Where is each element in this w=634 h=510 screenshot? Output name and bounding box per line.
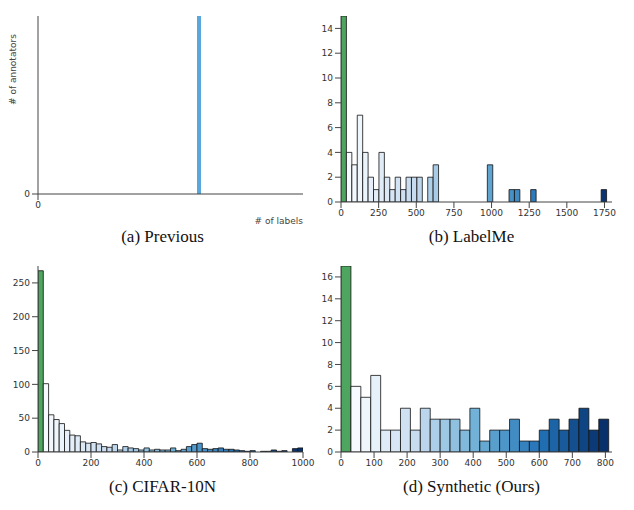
svg-text:8: 8 [327, 360, 333, 370]
html-text:(b) LabelMe: (b) LabelMe [428, 227, 515, 246]
svg-text:8: 8 [327, 98, 333, 108]
svg-text:100: 100 [13, 380, 30, 390]
svg-text:600: 600 [531, 458, 548, 468]
svg-text:1250: 1250 [518, 208, 541, 218]
svg-text:0: 0 [35, 200, 41, 210]
svg-text:6: 6 [327, 123, 333, 133]
svg-text:0: 0 [338, 208, 344, 218]
html-text:(d) Synthetic (Ours): (d) Synthetic (Ours) [403, 477, 540, 496]
svg-text:0: 0 [35, 458, 41, 468]
svg-text:200: 200 [399, 458, 416, 468]
svg-text:300: 300 [432, 458, 449, 468]
svg-text:750: 750 [445, 208, 462, 218]
svg-text:800: 800 [241, 458, 258, 468]
svg-text:12: 12 [322, 48, 333, 58]
svg-text:0: 0 [24, 447, 30, 457]
svg-text:4: 4 [327, 403, 333, 413]
svg-text:10: 10 [322, 338, 334, 348]
svg-text:500: 500 [498, 458, 515, 468]
html-text:(a) Previous: (a) Previous [121, 227, 204, 246]
svg-text:14: 14 [322, 294, 334, 304]
svg-text:250: 250 [13, 278, 30, 288]
svg-text:# of annotators: # of annotators [8, 34, 18, 105]
svg-text:14: 14 [322, 24, 334, 34]
svg-text:800: 800 [597, 458, 614, 468]
svg-text:16: 16 [322, 272, 334, 282]
svg-text:700: 700 [564, 458, 581, 468]
svg-text:250: 250 [370, 208, 387, 218]
svg-text:2: 2 [327, 425, 333, 435]
svg-text:150: 150 [13, 346, 30, 356]
svg-text:4: 4 [327, 148, 333, 158]
svg-text:0: 0 [338, 458, 344, 468]
svg-text:# of labels: # of labels [255, 216, 304, 224]
svg-text:0: 0 [327, 447, 333, 457]
svg-text:100: 100 [365, 458, 382, 468]
html-text:(c) CIFAR-10N: (c) CIFAR-10N [109, 477, 216, 496]
svg-text:400: 400 [465, 458, 482, 468]
svg-text:200: 200 [13, 312, 30, 322]
svg-text:400: 400 [135, 458, 152, 468]
svg-text:0: 0 [327, 197, 333, 207]
svg-text:12: 12 [322, 316, 333, 326]
svg-text:10: 10 [322, 73, 334, 83]
svg-text:200: 200 [82, 458, 99, 468]
svg-text:1000: 1000 [292, 458, 315, 468]
svg-text:6: 6 [327, 382, 333, 392]
svg-text:50: 50 [19, 413, 31, 423]
svg-text:1500: 1500 [555, 208, 578, 218]
svg-text:1750: 1750 [593, 208, 616, 218]
svg-text:2: 2 [327, 172, 333, 182]
svg-text:500: 500 [408, 208, 425, 218]
svg-text:1000: 1000 [480, 208, 503, 218]
svg-text:0: 0 [24, 189, 30, 199]
svg-text:600: 600 [188, 458, 205, 468]
